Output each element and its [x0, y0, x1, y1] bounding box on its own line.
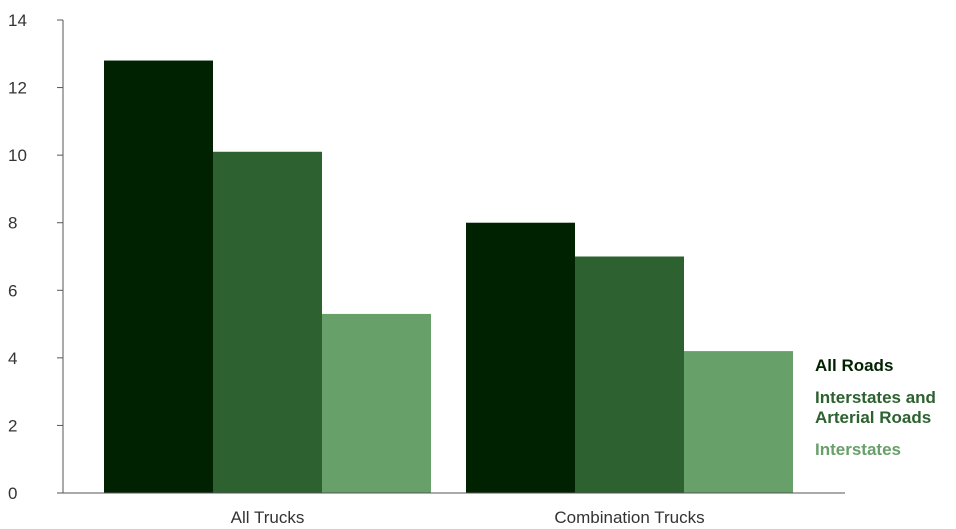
x-category-label: All Trucks — [231, 508, 305, 527]
bars — [104, 60, 793, 494]
y-tick-label: 2 — [8, 416, 17, 435]
x-category-label: Combination Trucks — [554, 508, 704, 527]
x-axis: All Trucks Combination Trucks — [63, 492, 845, 527]
legend-item-all-roads: All Roads — [815, 356, 894, 375]
y-tick-label: 6 — [8, 281, 17, 300]
legend-label-interstates-and-arterial-roads: Interstates and Arterial Roads — [815, 388, 936, 427]
bar-combination-trucks-interstates-and-arterial-roads — [575, 256, 684, 493]
y-tick-label: 0 — [8, 484, 17, 503]
y-tick-label: 4 — [8, 349, 17, 368]
legend: All Roads Interstates and Arterial Roads… — [815, 356, 956, 472]
y-tick-label: 12 — [8, 79, 27, 98]
bar-all-trucks-interstates — [322, 313, 431, 493]
bar-all-trucks-all-roads — [104, 60, 213, 494]
bar-combination-trucks-all-roads — [466, 222, 575, 493]
y-tick-label: 10 — [8, 146, 27, 165]
bar-all-trucks-interstates-and-arterial-roads — [213, 151, 322, 493]
y-tick-label: 14 — [8, 11, 27, 30]
y-axis: 0 2 4 6 8 10 12 14 — [8, 11, 64, 503]
legend-item-interstates: Interstates — [815, 440, 901, 459]
bar-combination-trucks-interstates — [684, 351, 793, 493]
legend-item-interstates-and-arterial-roads: Interstates and Arterial Roads — [815, 388, 956, 428]
y-tick-label: 8 — [8, 214, 17, 233]
